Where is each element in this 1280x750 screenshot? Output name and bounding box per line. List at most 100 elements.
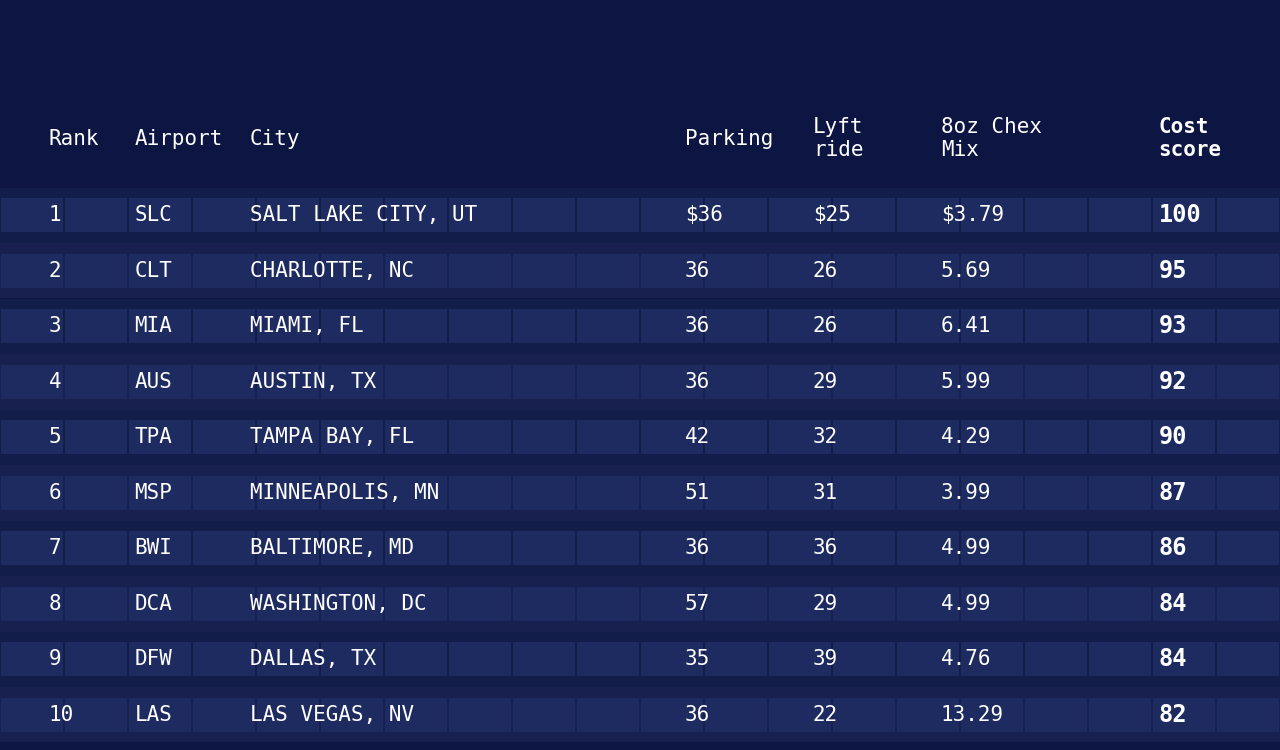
Bar <box>1089 254 1151 288</box>
Bar <box>0 632 1280 687</box>
Bar <box>193 586 255 621</box>
Text: SLC: SLC <box>134 206 173 225</box>
Text: 22: 22 <box>813 705 838 724</box>
Bar <box>1217 586 1279 621</box>
Bar <box>257 420 319 454</box>
Text: 31: 31 <box>813 483 838 502</box>
Text: 35: 35 <box>685 650 710 669</box>
Bar <box>513 642 575 676</box>
Bar <box>129 254 191 288</box>
Bar <box>257 364 319 399</box>
Text: $25: $25 <box>813 206 851 225</box>
Bar <box>1 254 63 288</box>
Bar <box>833 309 895 344</box>
Text: 6: 6 <box>49 483 61 502</box>
Bar <box>449 364 511 399</box>
Bar <box>1089 698 1151 732</box>
Bar <box>0 90 1280 188</box>
Bar <box>513 698 575 732</box>
Bar <box>1153 254 1215 288</box>
Bar <box>897 642 959 676</box>
Bar <box>897 198 959 232</box>
Bar <box>129 586 191 621</box>
Bar <box>1217 420 1279 454</box>
Bar <box>1 364 63 399</box>
Text: 29: 29 <box>813 594 838 613</box>
Bar <box>961 309 1023 344</box>
Bar <box>385 420 447 454</box>
Bar <box>129 642 191 676</box>
Bar <box>193 254 255 288</box>
Bar <box>321 420 383 454</box>
Bar <box>0 687 1280 742</box>
Text: 6.41: 6.41 <box>941 316 991 336</box>
Text: 5.69: 5.69 <box>941 261 991 280</box>
Text: 13.29: 13.29 <box>941 705 1004 724</box>
Bar <box>961 254 1023 288</box>
Bar <box>1089 420 1151 454</box>
Text: 82: 82 <box>1158 703 1187 727</box>
Bar <box>641 254 703 288</box>
Bar <box>65 254 127 288</box>
Bar <box>1089 198 1151 232</box>
Bar <box>193 198 255 232</box>
Bar <box>1153 586 1215 621</box>
Bar <box>257 309 319 344</box>
Bar <box>769 531 831 566</box>
Text: TPA: TPA <box>134 427 173 447</box>
Bar <box>577 476 639 510</box>
Bar <box>705 698 767 732</box>
Bar <box>1 476 63 510</box>
Bar <box>577 198 639 232</box>
Bar <box>321 642 383 676</box>
Text: 3.99: 3.99 <box>941 483 991 502</box>
Bar <box>577 420 639 454</box>
Text: Cost
score: Cost score <box>1158 117 1221 160</box>
Text: CHARLOTTE, NC: CHARLOTTE, NC <box>250 261 413 280</box>
Bar <box>449 531 511 566</box>
Bar <box>0 298 1280 354</box>
Bar <box>577 309 639 344</box>
Bar <box>833 531 895 566</box>
Bar <box>705 476 767 510</box>
Bar <box>833 254 895 288</box>
Text: 84: 84 <box>1158 592 1187 616</box>
Text: 36: 36 <box>685 316 710 336</box>
Bar <box>1 309 63 344</box>
Bar <box>193 309 255 344</box>
Bar <box>257 531 319 566</box>
Bar <box>1025 698 1087 732</box>
Bar <box>1 642 63 676</box>
Bar <box>385 586 447 621</box>
Text: 4.99: 4.99 <box>941 594 991 613</box>
Bar <box>0 520 1280 576</box>
Text: DCA: DCA <box>134 594 173 613</box>
Bar <box>129 364 191 399</box>
Text: $36: $36 <box>685 206 723 225</box>
Bar <box>705 420 767 454</box>
Bar <box>449 476 511 510</box>
Bar <box>257 254 319 288</box>
Bar <box>705 586 767 621</box>
Bar <box>0 410 1280 465</box>
Bar <box>961 476 1023 510</box>
Text: 100: 100 <box>1158 203 1201 227</box>
Bar <box>833 476 895 510</box>
Bar <box>1025 531 1087 566</box>
Bar <box>65 420 127 454</box>
Text: Parking: Parking <box>685 129 773 149</box>
Bar <box>65 198 127 232</box>
Bar <box>1089 642 1151 676</box>
Text: City: City <box>250 129 300 149</box>
Bar <box>193 698 255 732</box>
Bar <box>1217 198 1279 232</box>
Bar <box>1025 198 1087 232</box>
Bar <box>1153 309 1215 344</box>
Bar <box>769 420 831 454</box>
Bar <box>833 586 895 621</box>
Bar <box>705 531 767 566</box>
Bar <box>769 309 831 344</box>
Bar <box>1 698 63 732</box>
Bar <box>577 531 639 566</box>
Bar <box>385 364 447 399</box>
